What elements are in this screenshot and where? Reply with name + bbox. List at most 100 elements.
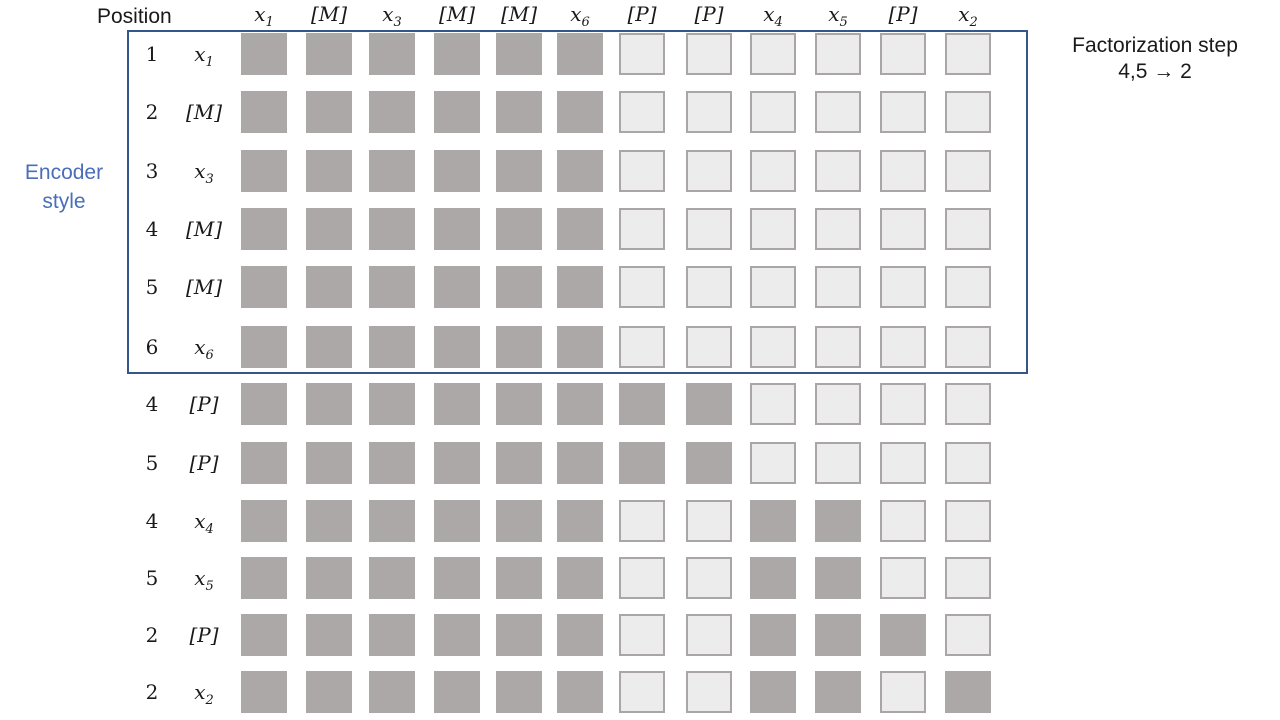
mask-cell-attend [750, 500, 796, 542]
column-header: [M] [299, 2, 359, 26]
mask-cell-attend [241, 557, 287, 599]
mask-cell-attend [369, 383, 415, 425]
mask-cell-attend [369, 33, 415, 75]
mask-cell-attend [557, 614, 603, 656]
row-position: 2 [145, 680, 159, 704]
mask-cell-attend [369, 557, 415, 599]
mask-cell-attend [815, 557, 861, 599]
column-header: [M] [489, 2, 549, 26]
column-header: x1 [234, 2, 294, 35]
mask-cell-attend [241, 614, 287, 656]
mask-cell-attend [241, 326, 287, 368]
column-header-base: [P] [627, 2, 657, 26]
mask-cell-blocked [619, 557, 665, 599]
row-token-base: [M] [185, 275, 223, 299]
column-header: x6 [550, 2, 610, 35]
mask-cell-attend [557, 266, 603, 308]
row-position: 2 [145, 100, 159, 124]
mask-cell-attend [880, 614, 926, 656]
mask-cell-blocked [619, 500, 665, 542]
mask-cell-blocked [880, 91, 926, 133]
column-header: x5 [808, 2, 868, 35]
column-header-base: x [763, 2, 775, 26]
mask-cell-blocked [750, 150, 796, 192]
row-position: 5 [145, 451, 159, 475]
mask-cell-blocked [686, 266, 732, 308]
column-header: [P] [679, 2, 739, 26]
row-token: x5 [174, 566, 234, 599]
mask-cell-attend [306, 557, 352, 599]
mask-cell-attend [306, 614, 352, 656]
mask-cell-attend [945, 671, 991, 713]
mask-cell-blocked [750, 33, 796, 75]
mask-cell-attend [496, 442, 542, 484]
mask-cell-attend [434, 500, 480, 542]
mask-cell-blocked [686, 326, 732, 368]
encoder-label-line-1: Encoder [24, 161, 104, 184]
row-token: [M] [174, 217, 234, 241]
mask-cell-attend [306, 500, 352, 542]
mask-cell-attend [369, 442, 415, 484]
mask-cell-attend [241, 266, 287, 308]
mask-cell-attend [686, 442, 732, 484]
row-position: 4 [145, 392, 159, 416]
mask-cell-blocked [815, 326, 861, 368]
mask-cell-blocked [619, 208, 665, 250]
encoder-style-frame [127, 30, 1028, 374]
row-token-subscript: 3 [205, 172, 214, 187]
row-position: 4 [145, 509, 159, 533]
row-position: 2 [145, 623, 159, 647]
position-header: Position [97, 5, 172, 28]
column-header-base: x [382, 2, 394, 26]
mask-cell-attend [750, 614, 796, 656]
mask-cell-blocked [619, 671, 665, 713]
column-header: [P] [873, 2, 933, 26]
mask-cell-attend [496, 557, 542, 599]
mask-cell-attend [241, 500, 287, 542]
mask-cell-blocked [945, 500, 991, 542]
row-token: [M] [174, 100, 234, 124]
mask-cell-attend [815, 671, 861, 713]
row-token-subscript: 2 [205, 693, 214, 708]
mask-cell-attend [496, 208, 542, 250]
mask-cell-blocked [750, 266, 796, 308]
mask-cell-attend [306, 326, 352, 368]
mask-cell-blocked [945, 208, 991, 250]
mask-cell-attend [496, 614, 542, 656]
row-token: x2 [174, 680, 234, 713]
row-token-base: [M] [185, 217, 223, 241]
mask-cell-blocked [619, 33, 665, 75]
mask-cell-blocked [686, 150, 732, 192]
mask-cell-attend [496, 500, 542, 542]
column-header-base: [P] [888, 2, 918, 26]
mask-cell-attend [369, 614, 415, 656]
column-header: x2 [938, 2, 998, 35]
mask-cell-attend [557, 91, 603, 133]
mask-cell-blocked [880, 557, 926, 599]
mask-cell-attend [241, 33, 287, 75]
row-token: x6 [174, 335, 234, 368]
mask-cell-attend [750, 557, 796, 599]
mask-cell-attend [241, 150, 287, 192]
row-token-base: [P] [189, 623, 219, 647]
mask-cell-blocked [815, 91, 861, 133]
mask-cell-blocked [750, 442, 796, 484]
mask-cell-attend [434, 208, 480, 250]
mask-cell-blocked [880, 266, 926, 308]
column-header-base: x [570, 2, 582, 26]
mask-cell-attend [557, 208, 603, 250]
row-token-base: x [194, 566, 206, 590]
row-token-subscript: 4 [205, 522, 214, 537]
mask-cell-blocked [945, 383, 991, 425]
mask-cell-blocked [750, 91, 796, 133]
factorization-label-line-2: 4,5 → 2 [1118, 60, 1192, 83]
mask-cell-attend [496, 150, 542, 192]
mask-cell-attend [557, 557, 603, 599]
mask-cell-attend [369, 500, 415, 542]
row-token: [M] [174, 275, 234, 299]
mask-cell-blocked [686, 208, 732, 250]
mask-cell-attend [496, 671, 542, 713]
mask-cell-attend [434, 33, 480, 75]
mask-cell-blocked [619, 326, 665, 368]
mask-cell-attend [434, 671, 480, 713]
